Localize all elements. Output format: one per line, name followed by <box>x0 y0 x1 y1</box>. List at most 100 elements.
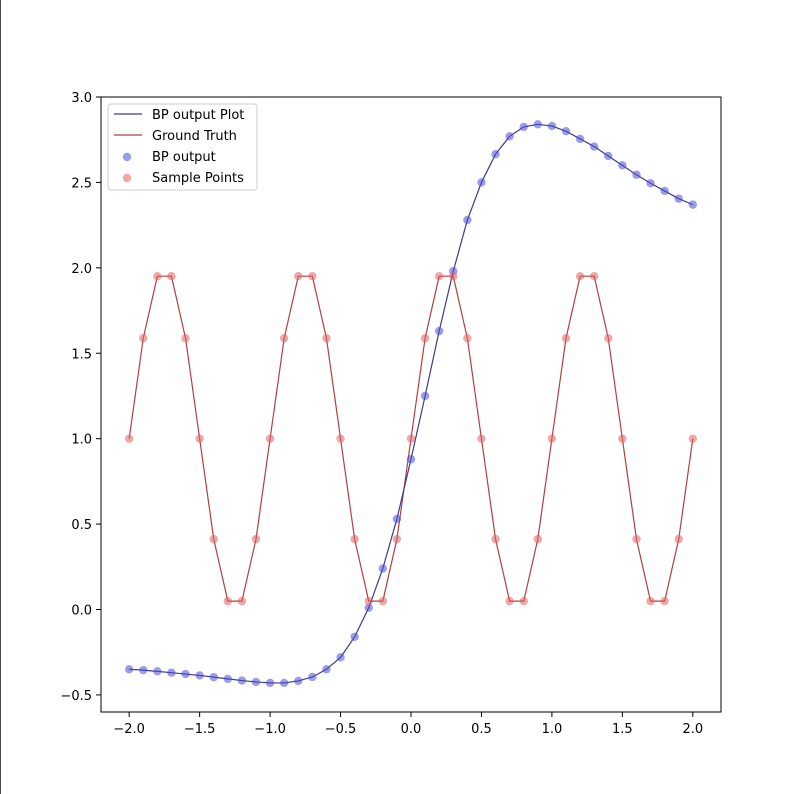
bp-output-point <box>674 194 683 203</box>
x-tick-label: 0.5 <box>471 722 492 737</box>
sample-point <box>209 534 218 544</box>
sample-point <box>674 534 683 544</box>
bp-output-point <box>660 186 669 196</box>
bp-output-point <box>350 632 359 642</box>
sample-point <box>406 434 416 443</box>
legend-sample-points-swatch <box>122 173 132 183</box>
ticks-layer: −2.0 −1.5 −1.0 −0.5 0.0 0.5 1.0 1.5 2.0 −0.5 0.0 0.… <box>60 91 703 737</box>
sample-point <box>505 596 514 606</box>
sample-point <box>336 434 345 443</box>
sample-point <box>604 334 613 343</box>
legend-bp-output-label: BP output <box>152 150 216 165</box>
sample-point <box>378 596 388 606</box>
bp-output-point <box>406 454 416 464</box>
sample-point <box>547 434 557 443</box>
bp-output-point <box>618 161 627 170</box>
bp-output-point <box>294 676 303 686</box>
bp-output-point <box>209 672 218 682</box>
bp-output-point <box>434 326 444 336</box>
x-tick-label: 1.0 <box>542 722 563 737</box>
sample-point <box>533 534 543 544</box>
sample-point <box>519 596 528 606</box>
y-tick-label: 3.0 <box>71 91 92 106</box>
plot-frame <box>100 96 722 713</box>
sample-point <box>279 334 289 343</box>
bp-output-point <box>533 120 543 129</box>
bp-output-point <box>308 672 317 682</box>
sample-point <box>308 272 317 281</box>
series-layer <box>124 120 698 688</box>
x-tick-label: 2.0 <box>682 722 703 737</box>
bp-output-point <box>251 677 261 687</box>
bp-output-point <box>265 678 275 688</box>
bp-output-point <box>505 132 514 141</box>
sample-point <box>420 334 430 343</box>
bp-output-point <box>477 178 486 187</box>
x-tick-label: 0.0 <box>401 722 422 737</box>
bp-output-point <box>491 150 500 159</box>
sample-point <box>646 596 655 606</box>
legend-box <box>107 103 258 191</box>
bp-output-point <box>575 134 585 144</box>
sample-point <box>139 334 148 343</box>
bp-output-point <box>124 665 134 674</box>
sample-point <box>265 434 275 443</box>
sample-point <box>618 434 627 443</box>
bp-output-point <box>153 667 162 676</box>
bp-output-point <box>589 142 599 151</box>
bp-output-point <box>392 514 402 524</box>
sample-point <box>660 596 669 606</box>
bp-output-point <box>632 170 641 179</box>
legend-ground-truth-label: Ground Truth <box>152 129 237 144</box>
bp-output-point <box>279 678 289 688</box>
sample-point <box>491 534 500 544</box>
sample-point <box>294 272 303 281</box>
sample-point <box>575 272 585 281</box>
bp-output-point <box>420 391 430 401</box>
sample-point <box>322 334 331 343</box>
bp-output-point <box>519 122 528 132</box>
bp-output-point <box>561 126 571 136</box>
bp-output-point <box>139 665 148 675</box>
sample-point <box>167 272 176 281</box>
bp-output-point <box>322 665 331 674</box>
y-tick-label: 1.5 <box>71 347 92 362</box>
bp-output-point <box>237 676 247 685</box>
bp-output-point <box>195 671 204 680</box>
sample-point <box>153 272 162 281</box>
sample-point <box>223 596 233 606</box>
bp-output-point <box>646 179 655 188</box>
bp-output-point <box>181 669 190 679</box>
x-tick-label: −1.0 <box>254 722 286 737</box>
sample-point <box>688 434 698 443</box>
bp-output-point <box>463 215 472 225</box>
x-tick-label: −1.5 <box>184 722 216 737</box>
bp-output-point <box>336 653 345 662</box>
window-edge <box>0 0 1 794</box>
bp-output-point <box>378 564 388 573</box>
sample-point <box>632 534 641 544</box>
legend: BP output Plot Ground Truth BP output Sampl… <box>107 103 258 191</box>
sample-point <box>449 272 458 281</box>
y-tick-label: 0.0 <box>71 604 92 619</box>
sample-point <box>181 334 190 343</box>
sample-point <box>463 334 472 343</box>
sample-point <box>350 534 359 544</box>
legend-bp-output-swatch <box>122 152 132 162</box>
y-tick-label: 1.0 <box>71 433 92 448</box>
sample-point <box>477 434 486 443</box>
sample-point <box>124 434 134 443</box>
bp-output-point <box>364 603 373 612</box>
sample-point <box>237 596 247 606</box>
sample-point <box>392 534 402 544</box>
y-tick-label: 2.0 <box>71 262 92 277</box>
x-tick-label: −2.0 <box>113 722 145 737</box>
y-tick-label: 2.5 <box>71 176 92 191</box>
legend-sample-points-label: Sample Points <box>152 171 244 186</box>
sample-point <box>364 596 373 606</box>
sample-point <box>589 272 599 281</box>
sample-point <box>434 272 444 281</box>
sample-point <box>195 434 204 443</box>
sample-point <box>561 334 571 343</box>
